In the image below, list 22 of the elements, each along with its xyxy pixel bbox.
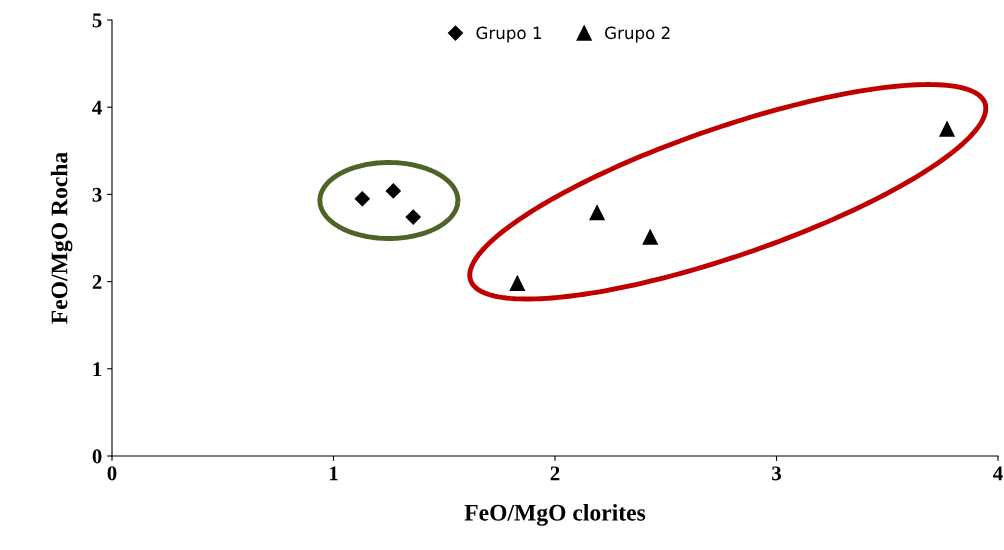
point bbox=[385, 183, 401, 199]
y-tick-label: 0 bbox=[92, 449, 102, 464]
point bbox=[939, 121, 955, 137]
y-tick-label: 3 bbox=[92, 187, 102, 202]
y-tick-label: 4 bbox=[92, 100, 102, 115]
x-tick-label: 0 bbox=[107, 466, 117, 481]
x-tick-label: 2 bbox=[550, 466, 560, 481]
point bbox=[354, 191, 370, 207]
y-tick-label: 2 bbox=[92, 275, 102, 289]
point bbox=[509, 275, 525, 291]
x-tick-label: 1 bbox=[329, 466, 338, 481]
y-axis-title: FeO/MgO Rocha bbox=[50, 152, 73, 324]
y-tick-label: 1 bbox=[93, 362, 102, 377]
y-tick-label: 5 bbox=[92, 13, 102, 28]
legend-label: Grupo 2 bbox=[605, 26, 670, 43]
x-tick-label: 3 bbox=[772, 466, 781, 481]
x-tick-label: 4 bbox=[993, 466, 1003, 481]
point bbox=[589, 205, 605, 221]
point bbox=[405, 209, 421, 225]
point bbox=[642, 229, 658, 245]
x-axis-title: FeO/MgO clorites bbox=[464, 504, 646, 526]
legend-label: Grupo 1 bbox=[476, 26, 541, 43]
